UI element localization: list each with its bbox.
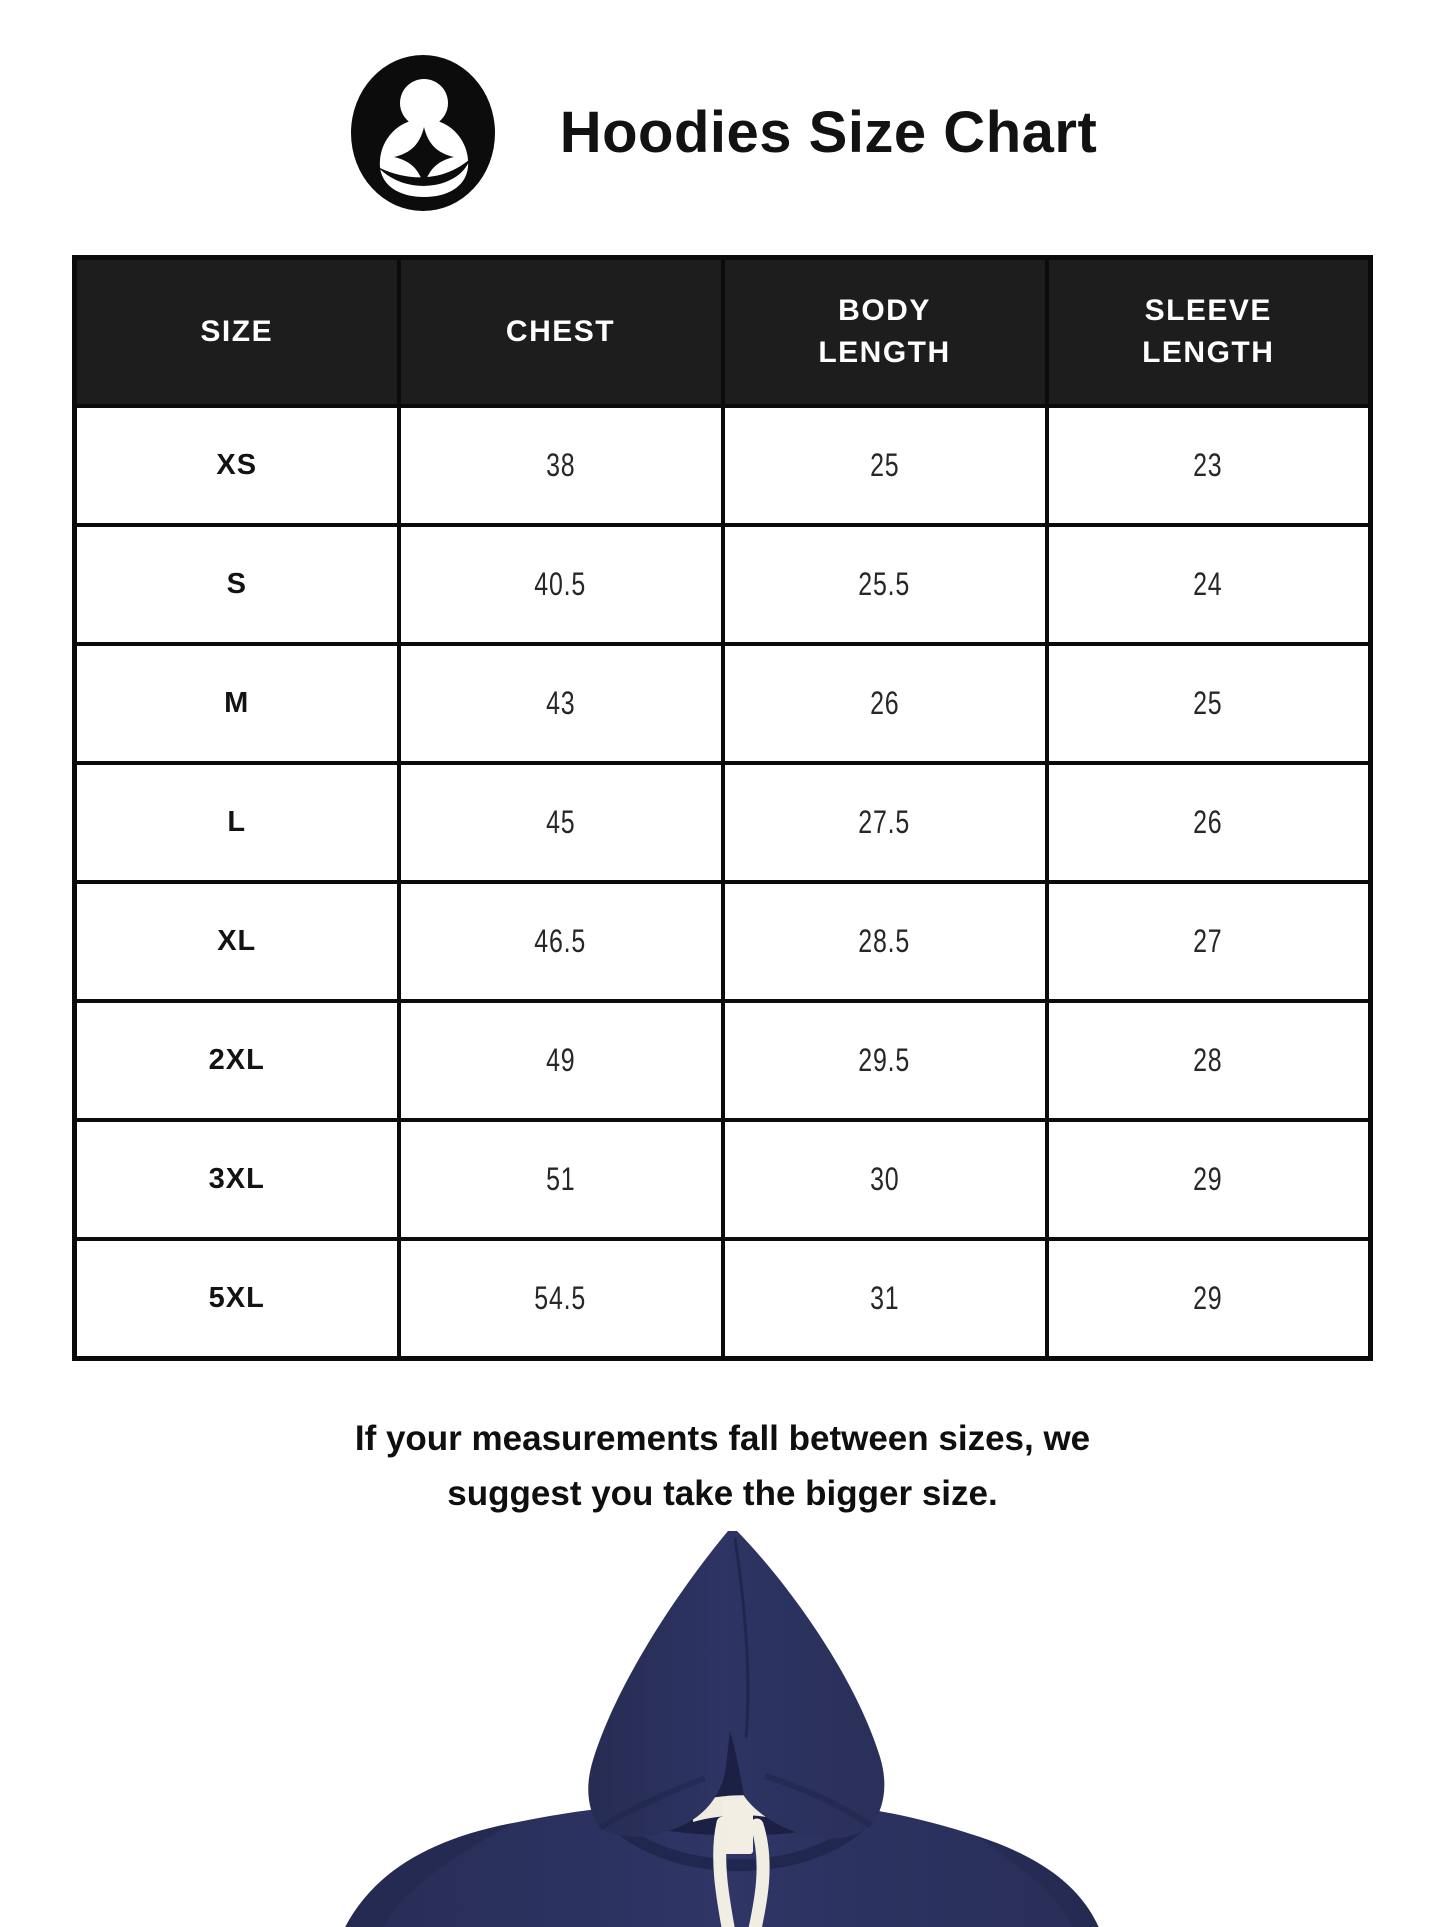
size-cell: 3XL	[72, 1118, 401, 1241]
column-header-sleeve-length: SLEEVE LENGTH	[1044, 255, 1373, 408]
fit-note-line-1: If your measurements fall between sizes,…	[354, 1419, 1091, 1458]
size-cell: M	[72, 642, 401, 765]
page-title: Hoodies Size Chart	[559, 100, 1098, 165]
size-cell: XS	[72, 404, 401, 527]
body-length-cell: 29.5	[720, 999, 1049, 1122]
body-length-cell: 25	[720, 404, 1049, 527]
chest-cell: 38	[396, 404, 725, 527]
size-cell: 5XL	[72, 1237, 401, 1361]
body-length-cell: 28.5	[720, 880, 1049, 1003]
sleeve-length-cell: 27	[1044, 880, 1373, 1003]
size-chart-table: SIZE CHEST BODY LENGTH SLEEVE LENGTH XS …	[72, 255, 1373, 1361]
brand-logo-icon	[348, 53, 498, 213]
sleeve-length-cell: 23	[1044, 404, 1373, 527]
body-length-cell: 25.5	[720, 523, 1049, 646]
chest-cell: 45	[396, 761, 725, 884]
chest-cell: 43	[396, 642, 725, 765]
sleeve-length-cell: 26	[1044, 761, 1373, 884]
table-row: 2XL 49 29.5 28	[72, 999, 1373, 1122]
table-row: S 40.5 25.5 24	[72, 523, 1373, 646]
chest-cell: 46.5	[396, 880, 725, 1003]
sleeve-length-cell: 29	[1044, 1237, 1373, 1361]
size-cell: S	[72, 523, 401, 646]
table-row: L 45 27.5 26	[72, 761, 1373, 884]
fit-note: If your measurements fall between sizes,…	[0, 1411, 1445, 1522]
table-row: XS 38 25 23	[72, 404, 1373, 527]
sleeve-length-cell: 29	[1044, 1118, 1373, 1241]
chest-cell: 51	[396, 1118, 725, 1241]
table-row: XL 46.5 28.5 27	[72, 880, 1373, 1003]
sleeve-length-cell: 25	[1044, 642, 1373, 765]
chest-cell: 49	[396, 999, 725, 1122]
column-header-chest: CHEST	[396, 255, 725, 408]
chest-cell: 54.5	[396, 1237, 725, 1361]
size-cell: 2XL	[72, 999, 401, 1122]
body-length-cell: 31	[720, 1237, 1049, 1361]
size-cell: XL	[72, 880, 401, 1003]
body-length-cell: 30	[720, 1118, 1049, 1241]
sleeve-length-cell: 24	[1044, 523, 1373, 646]
hoodie-photo	[0, 1528, 1445, 1927]
body-length-cell: 26	[720, 642, 1049, 765]
size-cell: L	[72, 761, 401, 884]
table-row: M 43 26 25	[72, 642, 1373, 765]
size-chart-page: Hoodies Size Chart SIZE CHEST BODY LENGT…	[0, 50, 1445, 1927]
chest-cell: 40.5	[396, 523, 725, 646]
body-length-cell: 27.5	[720, 761, 1049, 884]
hoodie-image	[345, 1530, 1099, 1927]
sleeve-length-cell: 28	[1044, 999, 1373, 1122]
fit-note-line-2: suggest you take the bigger size.	[447, 1474, 998, 1514]
column-header-size: SIZE	[72, 255, 401, 408]
table-row: 5XL 54.5 31 29	[72, 1237, 1373, 1361]
column-header-body-length: BODY LENGTH	[720, 255, 1049, 408]
table-row: 3XL 51 30 29	[72, 1118, 1373, 1241]
table-header-row: SIZE CHEST BODY LENGTH SLEEVE LENGTH	[72, 255, 1373, 408]
header: Hoodies Size Chart	[0, 50, 1445, 215]
